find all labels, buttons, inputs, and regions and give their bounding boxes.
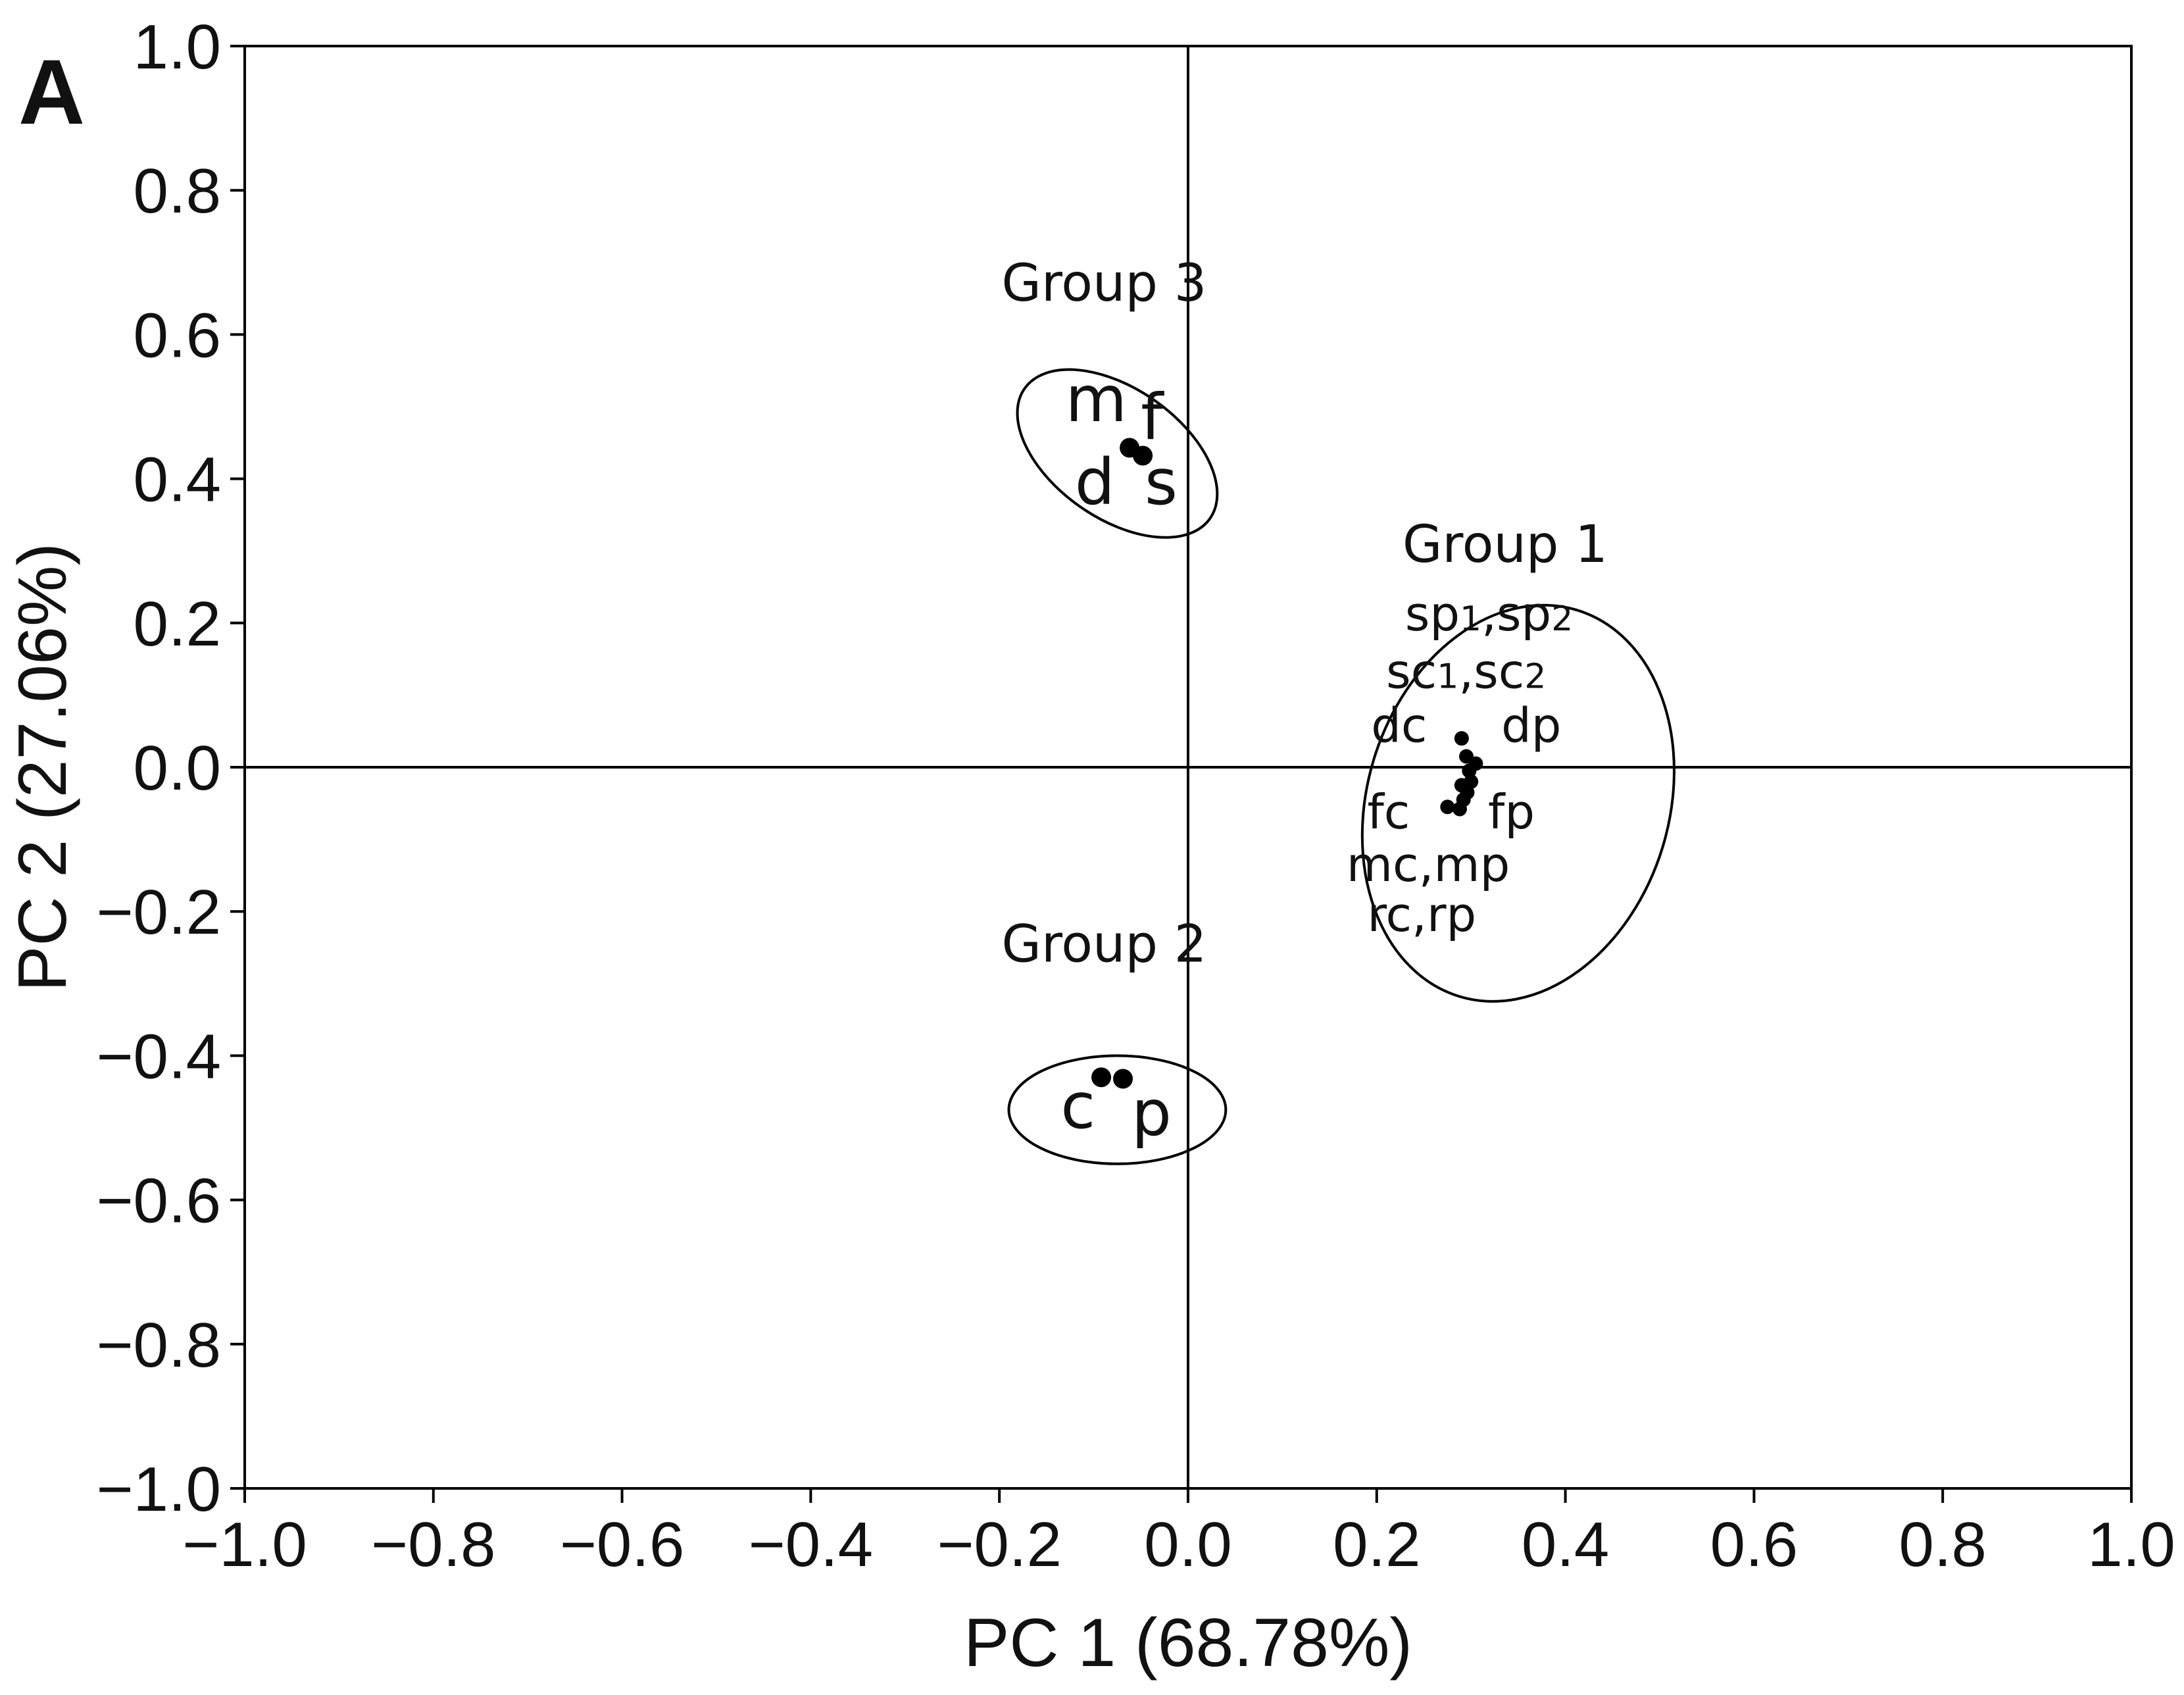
x-axis-title: PC 1 (68.78%) — [964, 1605, 1412, 1681]
x-tick-label: 1.0 — [2087, 1509, 2175, 1580]
group-label: Group 1 — [1402, 515, 1608, 574]
point-label: dc — [1371, 698, 1427, 753]
data-point — [1113, 1069, 1133, 1089]
y-tick-label: −0.2 — [96, 877, 221, 948]
panel-label: A — [18, 40, 85, 143]
y-tick-label: −0.8 — [96, 1310, 221, 1380]
point-label: s — [1145, 445, 1178, 519]
x-tick-label: −0.8 — [371, 1509, 496, 1580]
point-label: mc,mp — [1347, 837, 1510, 892]
x-tick-label: 0.8 — [1899, 1509, 1986, 1580]
group-ellipse — [1016, 368, 1219, 539]
x-tick-label: 0.0 — [1144, 1509, 1231, 1580]
point-label: fc — [1367, 784, 1410, 840]
y-tick-label: 0.8 — [134, 156, 221, 226]
y-axis-title: PC 2 (27.06%) — [5, 543, 81, 992]
point-label: fp — [1488, 784, 1535, 840]
x-tick-label: −0.2 — [937, 1509, 1062, 1580]
y-tick-label: 0.2 — [134, 589, 221, 659]
x-tick-label: 0.4 — [1522, 1509, 1609, 1580]
data-point — [1133, 445, 1153, 466]
group-label: Group 2 — [1002, 915, 1207, 974]
y-tick-label: −1.0 — [96, 1454, 221, 1525]
point-label: rc,rp — [1367, 887, 1476, 942]
x-tick-label: −0.6 — [560, 1509, 685, 1580]
group-label: Group 3 — [1002, 254, 1207, 313]
point-label: m — [1066, 363, 1128, 436]
x-tick-label: −0.4 — [749, 1509, 874, 1580]
y-tick-label: 0.4 — [134, 445, 221, 515]
point-label: dp — [1501, 698, 1561, 753]
point-label: p — [1131, 1076, 1172, 1150]
y-tick-label: 0.0 — [134, 733, 221, 803]
data-point — [1091, 1067, 1112, 1088]
y-tick-label: −0.6 — [96, 1166, 221, 1236]
data-point — [1452, 801, 1467, 817]
point-label: d — [1075, 445, 1115, 519]
point-label: c — [1060, 1069, 1095, 1143]
data-point — [1454, 731, 1469, 746]
point-label: sp1,sp2 — [1405, 586, 1574, 642]
x-tick-label: 0.6 — [1710, 1509, 1798, 1580]
group-ellipse — [1360, 603, 1675, 1003]
data-point — [1440, 799, 1455, 815]
point-label: f — [1141, 380, 1164, 454]
x-tick-label: −1.0 — [182, 1509, 307, 1580]
data-point — [1462, 763, 1477, 778]
y-tick-label: 1.0 — [134, 12, 221, 82]
y-tick-label: 0.6 — [134, 300, 221, 370]
group-ellipse — [1007, 1054, 1228, 1165]
x-tick-label: 0.2 — [1333, 1509, 1420, 1580]
y-tick-label: −0.4 — [96, 1021, 221, 1092]
point-label: sc1,sc2 — [1386, 644, 1546, 699]
